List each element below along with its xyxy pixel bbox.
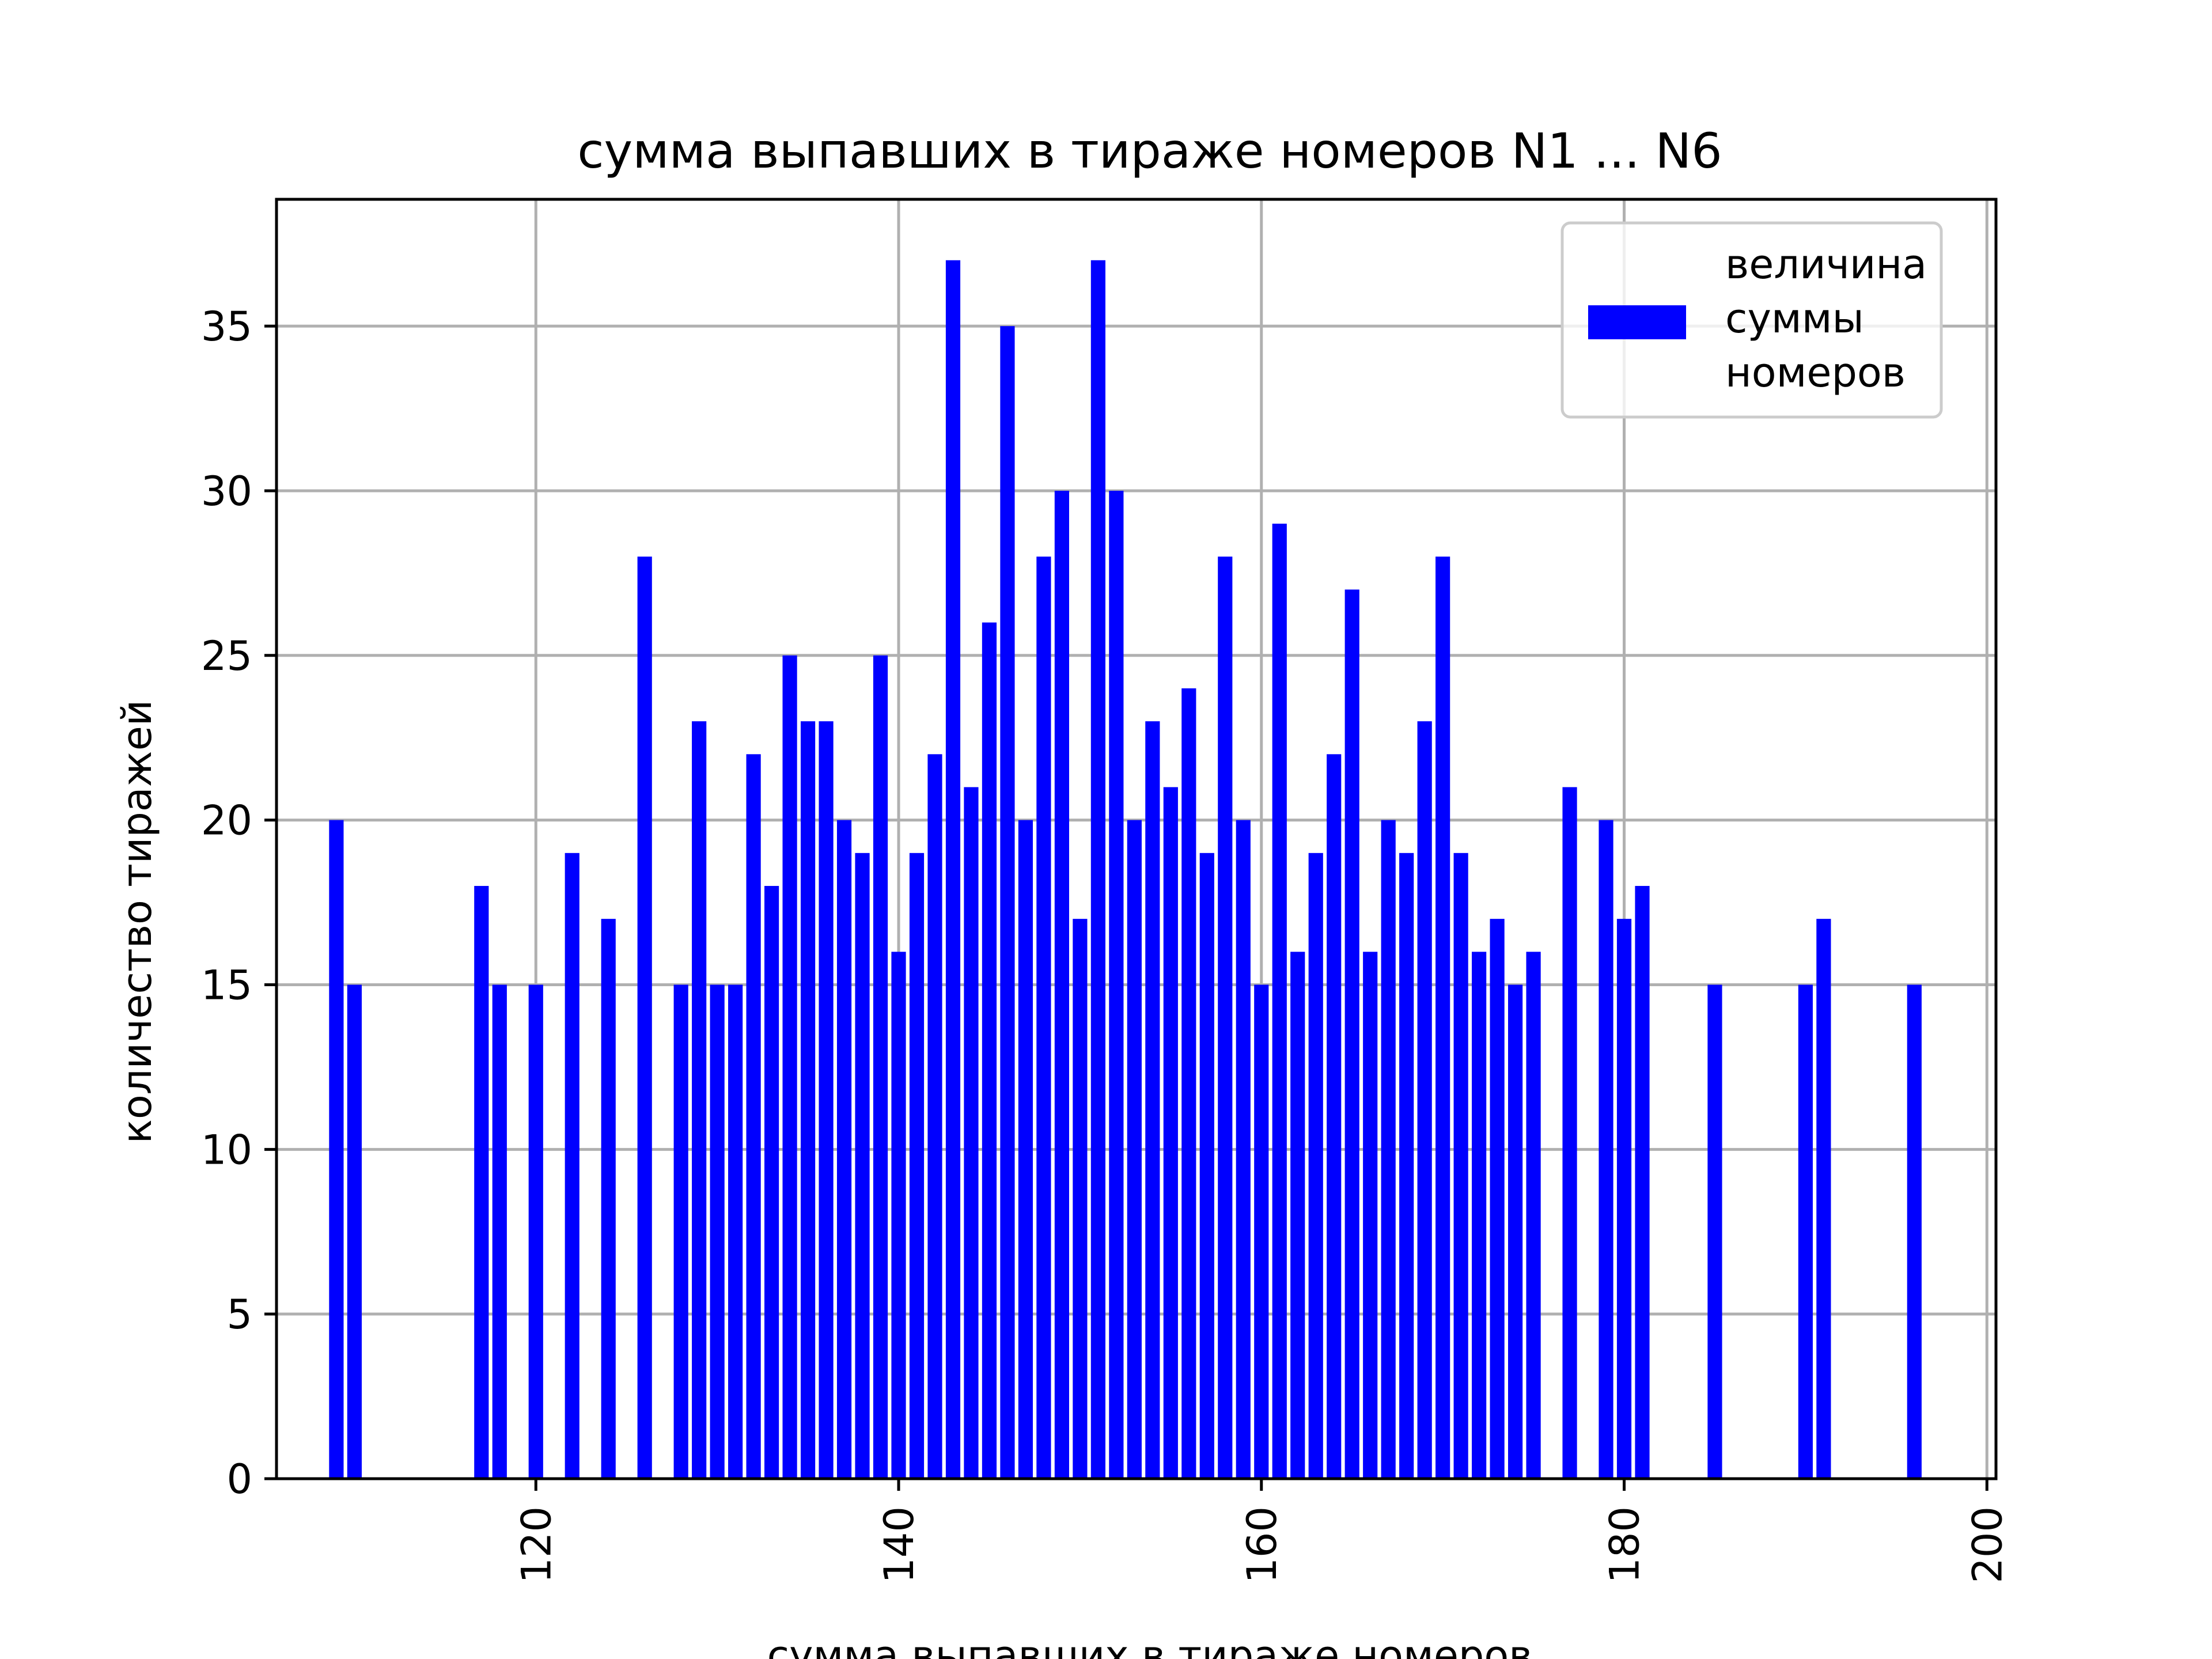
legend-box: [1560, 221, 1943, 419]
bar: [1127, 820, 1142, 1479]
bar: [1453, 853, 1468, 1479]
bar: [474, 885, 489, 1479]
y-axis-ticks: 0 5 10 15 20 25 30 35: [201, 303, 276, 1503]
bar: [1399, 853, 1414, 1479]
legend: величина суммы номеров: [1560, 221, 1943, 419]
bars: [329, 260, 1922, 1479]
bar: [1490, 919, 1505, 1479]
plot-frame: [275, 198, 1998, 1480]
bar: [819, 721, 834, 1479]
bar: [945, 260, 961, 1479]
bar: [1090, 260, 1105, 1479]
bar: [1327, 754, 1342, 1479]
legend-swatch: [1588, 305, 1686, 339]
bar: [329, 820, 344, 1479]
bar: [927, 754, 942, 1479]
bar: [673, 984, 688, 1479]
legend-label-line: величина: [1725, 241, 1927, 288]
bar: [1435, 556, 1450, 1479]
bar: [1181, 688, 1196, 1479]
bar: [1798, 984, 1813, 1479]
bar: [1707, 984, 1722, 1479]
bar: [1526, 952, 1541, 1479]
bar: [964, 787, 979, 1479]
y-tick-label: 10: [201, 1126, 252, 1173]
bar: [1236, 820, 1251, 1479]
bar: [347, 984, 362, 1479]
x-tick-label: 160: [1238, 1506, 1286, 1584]
y-tick-label: 35: [201, 303, 252, 350]
bar: [891, 952, 906, 1479]
bar: [1290, 952, 1305, 1479]
y-tick-label: 25: [201, 632, 252, 680]
bar: [1381, 820, 1396, 1479]
legend-label-line: суммы: [1725, 295, 1864, 342]
bar: [1562, 787, 1577, 1479]
bar: [1054, 490, 1069, 1479]
bar: [855, 853, 870, 1479]
bar: [637, 556, 652, 1479]
bar: [692, 721, 707, 1479]
bar: [1254, 984, 1269, 1479]
bar: [1218, 556, 1233, 1479]
bar: [1308, 853, 1323, 1479]
x-tick-label: 120: [513, 1506, 560, 1584]
bar: [800, 721, 816, 1479]
bar: [565, 853, 579, 1479]
bar: [728, 984, 743, 1479]
y-tick-label: 15: [201, 961, 252, 1009]
bar: [1508, 984, 1523, 1479]
bar: [1145, 721, 1160, 1479]
bar: [1163, 787, 1178, 1479]
bar: [982, 622, 997, 1479]
bar: [1417, 721, 1432, 1479]
bar: [1616, 919, 1632, 1479]
chart-title: сумма выпавших в тираже номеров N1 ... N…: [577, 123, 1722, 179]
bar: [1907, 984, 1922, 1479]
bar: [1018, 820, 1033, 1479]
bar: [1472, 952, 1487, 1479]
bar: [601, 919, 616, 1479]
bar: [782, 655, 797, 1479]
x-tick-label: 140: [876, 1506, 923, 1584]
bar: [710, 984, 725, 1479]
bar: [1109, 490, 1124, 1479]
x-axis-ticks: 120 140 160 180 200: [513, 1479, 2011, 1584]
bar: [873, 655, 888, 1479]
bar: [1344, 589, 1359, 1479]
bar: [492, 984, 507, 1479]
bar: [746, 754, 761, 1479]
bar: [1036, 556, 1051, 1479]
bar: [1599, 820, 1613, 1479]
bar: [1635, 885, 1650, 1479]
bar: [836, 820, 852, 1479]
y-tick-label: 20: [201, 797, 252, 844]
y-axis-label: количество тиражей: [113, 700, 161, 1144]
x-axis-label: сумма выпавших в тираже номеров: [767, 1632, 1533, 1659]
legend-label: величина суммы номеров: [1725, 241, 1940, 396]
bar: [1199, 853, 1214, 1479]
x-tick-label: 200: [1964, 1506, 2011, 1584]
bar: [1363, 952, 1378, 1479]
y-tick-label: 30: [201, 468, 252, 515]
legend-label-line: номеров: [1725, 349, 1906, 396]
bar: [1816, 919, 1831, 1479]
bar: [909, 853, 925, 1479]
y-tick-label: 5: [226, 1291, 252, 1338]
bar: [1073, 919, 1088, 1479]
bar: [1272, 524, 1287, 1479]
x-tick-label: 180: [1601, 1506, 1649, 1584]
bar: [528, 984, 543, 1479]
y-tick-label: 0: [226, 1456, 252, 1503]
bar: [1000, 326, 1015, 1479]
bar: [764, 885, 779, 1479]
